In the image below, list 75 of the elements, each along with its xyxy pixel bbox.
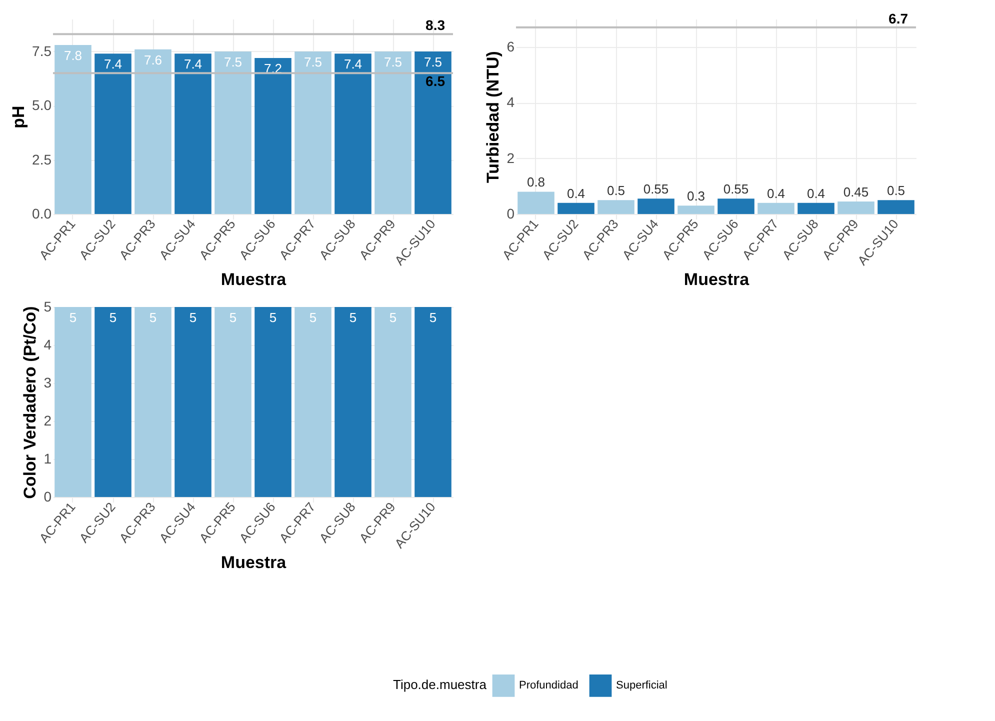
ref-line-label: 6.5 [426, 73, 446, 90]
x-axis-title: Muestra [684, 270, 750, 290]
ref-line-label: 6.7 [888, 10, 908, 26]
data-label: 0.55 [723, 182, 749, 197]
bar [174, 54, 212, 214]
data-label: 0.55 [643, 182, 669, 197]
y-axis-title: Color Verdadero (Pt/Co) [20, 306, 40, 499]
legend-label: Profundidad [519, 680, 578, 692]
y-tick-label: 0 [506, 206, 515, 222]
legend-title: Tipo.de.muestra [393, 677, 488, 692]
data-label: 5 [149, 310, 157, 325]
data-label: 7.4 [344, 56, 362, 72]
bar [374, 52, 412, 214]
bar [518, 192, 554, 214]
data-label: 5 [309, 310, 317, 325]
bar [838, 201, 874, 214]
data-label: 7.6 [144, 52, 162, 68]
bar [294, 52, 332, 214]
y-tick-label: 5.0 [32, 97, 52, 114]
bar [878, 200, 914, 214]
data-label: 7.5 [224, 54, 242, 70]
data-label: 0.8 [526, 174, 546, 190]
bar [678, 206, 714, 214]
bar [54, 45, 92, 214]
data-label: 5 [429, 310, 437, 325]
data-label: 7.5 [304, 54, 322, 70]
data-label: 5 [349, 310, 357, 325]
bar [214, 52, 252, 214]
bar [598, 200, 634, 214]
y-tick-label: 7.5 [32, 43, 52, 59]
y-tick-label: 2 [506, 150, 515, 166]
data-label: 5 [389, 310, 397, 325]
y-tick-label: 2.5 [32, 151, 52, 168]
bar [758, 202, 794, 214]
bar [134, 49, 172, 214]
data-label: 5 [189, 310, 197, 325]
data-label: 0.45 [843, 184, 869, 200]
data-label: 5 [109, 310, 117, 325]
bar [638, 198, 674, 214]
data-label: 7.5 [424, 54, 442, 70]
y-tick-label: 1 [44, 450, 52, 466]
data-label: 5 [229, 310, 237, 325]
data-label: 0.4 [766, 186, 786, 201]
y-tick-label: 3 [44, 374, 52, 390]
y-tick-label: 4 [506, 94, 515, 110]
ref-line-label: 8.3 [426, 17, 446, 34]
y-tick-label: 0.0 [32, 206, 52, 222]
y-axis-title: pH [9, 106, 28, 128]
data-label: 0.4 [566, 186, 586, 201]
y-tick-label: 5 [44, 298, 52, 314]
y-tick-label: 2 [44, 412, 52, 428]
bar [558, 202, 594, 214]
data-label: 7.4 [104, 56, 122, 72]
data-label: 7.4 [184, 56, 202, 72]
y-axis-title: Turbiedad (NTU) [484, 51, 503, 183]
data-label: 0.5 [886, 183, 906, 198]
data-label: 7.8 [64, 48, 82, 63]
bar [334, 54, 372, 214]
legend-label: Superficial [616, 680, 668, 692]
bar [254, 58, 292, 214]
bar [94, 54, 132, 214]
data-label: 5 [69, 310, 77, 325]
y-tick-label: 4 [44, 336, 52, 352]
data-label: 7.5 [384, 54, 402, 70]
y-tick-label: 0 [44, 488, 52, 504]
x-axis-title: Muestra [220, 270, 287, 290]
data-label: 0.5 [606, 183, 626, 198]
data-label: 0.3 [686, 188, 706, 204]
bar [718, 198, 754, 214]
bar [798, 202, 834, 214]
data-label: 5 [269, 310, 277, 325]
bar [414, 52, 452, 214]
x-axis-title: Muestra [220, 553, 287, 572]
data-label: 0.4 [806, 186, 826, 201]
y-tick-label: 6 [506, 38, 515, 54]
